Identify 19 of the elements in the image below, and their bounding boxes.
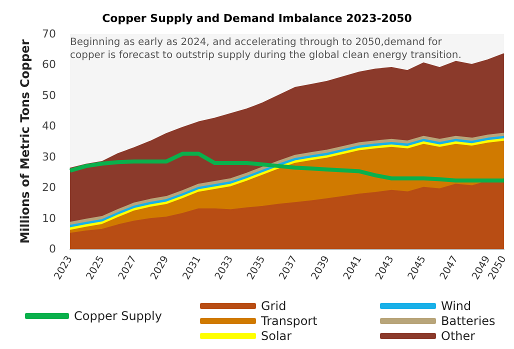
y-tick-label: 40 xyxy=(42,120,56,133)
chart-title: Copper Supply and Demand Imbalance 2023-2050 xyxy=(102,12,412,25)
legend-label: Batteries xyxy=(441,314,496,328)
legend-label: Solar xyxy=(261,329,292,343)
legend-label: Other xyxy=(441,329,476,343)
y-tick-label: 50 xyxy=(42,88,56,102)
legend-label: Wind xyxy=(441,299,472,313)
y-tick-label: 10 xyxy=(42,212,56,225)
y-axis-title: Millions of Metric Tons Copper xyxy=(18,39,32,244)
legend-label: Grid xyxy=(261,299,286,313)
y-tick-label: 60 xyxy=(42,58,56,72)
legend-label: Transport xyxy=(260,314,318,328)
y-tick-label: 70 xyxy=(42,28,56,40)
annotation: Beginning as early as 2024, and accelerating through to 2050,demand for copper is forecast to outstrip supply during the global clean energy transition. xyxy=(70,37,462,61)
y-tick-label: 20 xyxy=(42,181,56,194)
y-tick-label: 30 xyxy=(42,150,56,164)
y-tick-label: 0 xyxy=(49,242,56,256)
legend-label: Copper Supply xyxy=(74,309,162,323)
line-series xyxy=(68,152,506,183)
